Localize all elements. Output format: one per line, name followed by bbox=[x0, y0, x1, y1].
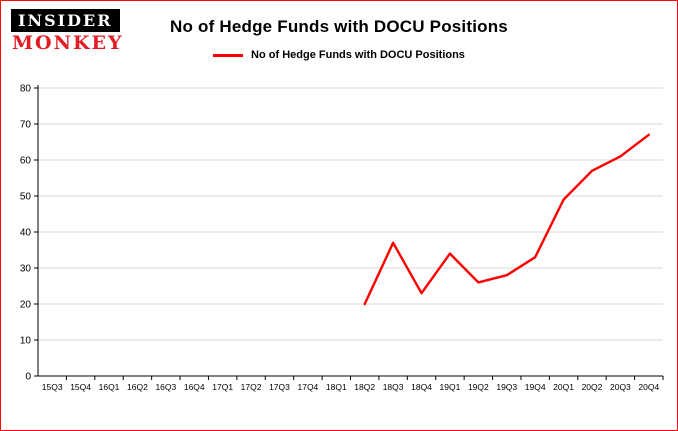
x-tick-label-20Q4: 20Q4 bbox=[638, 382, 659, 392]
x-tick-label-16Q4: 16Q4 bbox=[184, 382, 205, 392]
x-tick-label-18Q3: 18Q3 bbox=[383, 382, 404, 392]
logo-insider-text: INSIDER bbox=[11, 9, 120, 32]
chart-legend: No of Hedge Funds with DOCU Positions bbox=[1, 49, 677, 61]
x-tick-label-20Q2: 20Q2 bbox=[582, 382, 603, 392]
y-tick-label-40: 40 bbox=[20, 228, 32, 239]
legend-label: No of Hedge Funds with DOCU Positions bbox=[251, 49, 465, 61]
line-chart-svg: 0 10 20 30 40 50 60 70 80 15Q3 15Q4 16Q1 16Q2 16Q3 16Q… bbox=[20, 84, 664, 392]
x-tick-label-19Q2: 19Q2 bbox=[468, 382, 489, 392]
y-tick-label-30: 30 bbox=[20, 264, 32, 275]
x-tick-label-15Q4: 15Q4 bbox=[70, 382, 91, 392]
x-tick-label-18Q1: 18Q1 bbox=[326, 382, 347, 392]
x-tick-label-17Q4: 17Q4 bbox=[297, 382, 318, 392]
chart-title: No of Hedge Funds with DOCU Positions bbox=[170, 17, 508, 36]
y-tick-label-20: 20 bbox=[20, 300, 32, 311]
logo-monkey-text: MONKEY bbox=[12, 32, 124, 54]
x-tick-label-16Q3: 16Q3 bbox=[155, 382, 176, 392]
legend-line-swatch bbox=[213, 53, 244, 57]
y-tick-label-0: 0 bbox=[25, 372, 31, 383]
x-tick-label-17Q1: 17Q1 bbox=[212, 382, 233, 392]
y-tick-label-80: 80 bbox=[20, 84, 32, 95]
x-tick-label-19Q4: 19Q4 bbox=[525, 382, 546, 392]
y-tick-label-10: 10 bbox=[20, 336, 32, 347]
x-tick-label-20Q1: 20Q1 bbox=[553, 382, 574, 392]
series-line-0 bbox=[363, 133, 650, 306]
x-tick-label-18Q4: 18Q4 bbox=[411, 382, 432, 392]
y-tick-label-70: 70 bbox=[20, 120, 32, 131]
x-tick-label-20Q3: 20Q3 bbox=[610, 382, 631, 392]
x-tick-label-19Q3: 19Q3 bbox=[496, 382, 517, 392]
x-tick-label-19Q1: 19Q1 bbox=[440, 382, 461, 392]
x-tick-label-18Q2: 18Q2 bbox=[354, 382, 375, 392]
line-chart-area: 0 10 20 30 40 50 60 70 80 15Q3 15Q4 16Q1 16Q2 16Q3 16Q… bbox=[7, 79, 673, 424]
chart-header: No of Hedge Funds with DOCU Positions No… bbox=[1, 1, 677, 61]
x-tick-label-17Q2: 17Q2 bbox=[241, 382, 262, 392]
y-tick-label-50: 50 bbox=[20, 192, 32, 203]
x-tick-label-17Q3: 17Q3 bbox=[269, 382, 290, 392]
x-tick-label-16Q1: 16Q1 bbox=[99, 382, 120, 392]
x-tick-label-16Q2: 16Q2 bbox=[127, 382, 148, 392]
insider-monkey-logo: INSIDER MONKEY bbox=[11, 9, 124, 53]
y-tick-label-60: 60 bbox=[20, 156, 32, 167]
x-tick-label-15Q3: 15Q3 bbox=[42, 382, 63, 392]
